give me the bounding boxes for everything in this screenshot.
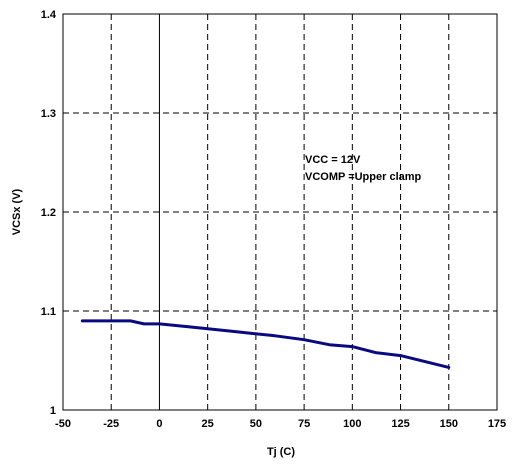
annotation-vcomp: VCOMP =Upper clamp — [305, 171, 422, 183]
y-tick-label: 1.3 — [41, 108, 56, 120]
x-tick-label: 25 — [202, 418, 214, 430]
x-tick-label: 175 — [488, 418, 506, 430]
x-tick-label: -50 — [55, 418, 71, 430]
series-layer — [80, 319, 451, 369]
annotation-vcc: VCC = 12V — [305, 154, 361, 166]
y-axis-label: VCSx (V) — [11, 188, 23, 235]
series-line — [80, 319, 451, 369]
y-tick-label: 1.1 — [41, 306, 56, 318]
x-tick-label: 150 — [440, 418, 458, 430]
y-tick-label: 1 — [50, 405, 56, 417]
x-tick-label: 100 — [343, 418, 361, 430]
y-tick-label: 1.2 — [41, 207, 56, 219]
grid-lines — [63, 14, 497, 410]
x-tick-label: 0 — [156, 418, 162, 430]
y-tick-label: 1.4 — [41, 9, 57, 21]
x-axis-label: Tj (C) — [267, 446, 295, 458]
x-tick-label: -25 — [103, 418, 119, 430]
x-tick-label: 50 — [250, 418, 262, 430]
x-tick-label: 75 — [298, 418, 310, 430]
plot-frame — [62, 13, 498, 411]
x-tick-label: 125 — [391, 418, 409, 430]
x-tick-labels: -50 -25 0 25 50 75 100 125 150 175 — [55, 418, 506, 430]
y-tick-labels: 1 1.1 1.2 1.3 1.4 — [41, 9, 57, 417]
